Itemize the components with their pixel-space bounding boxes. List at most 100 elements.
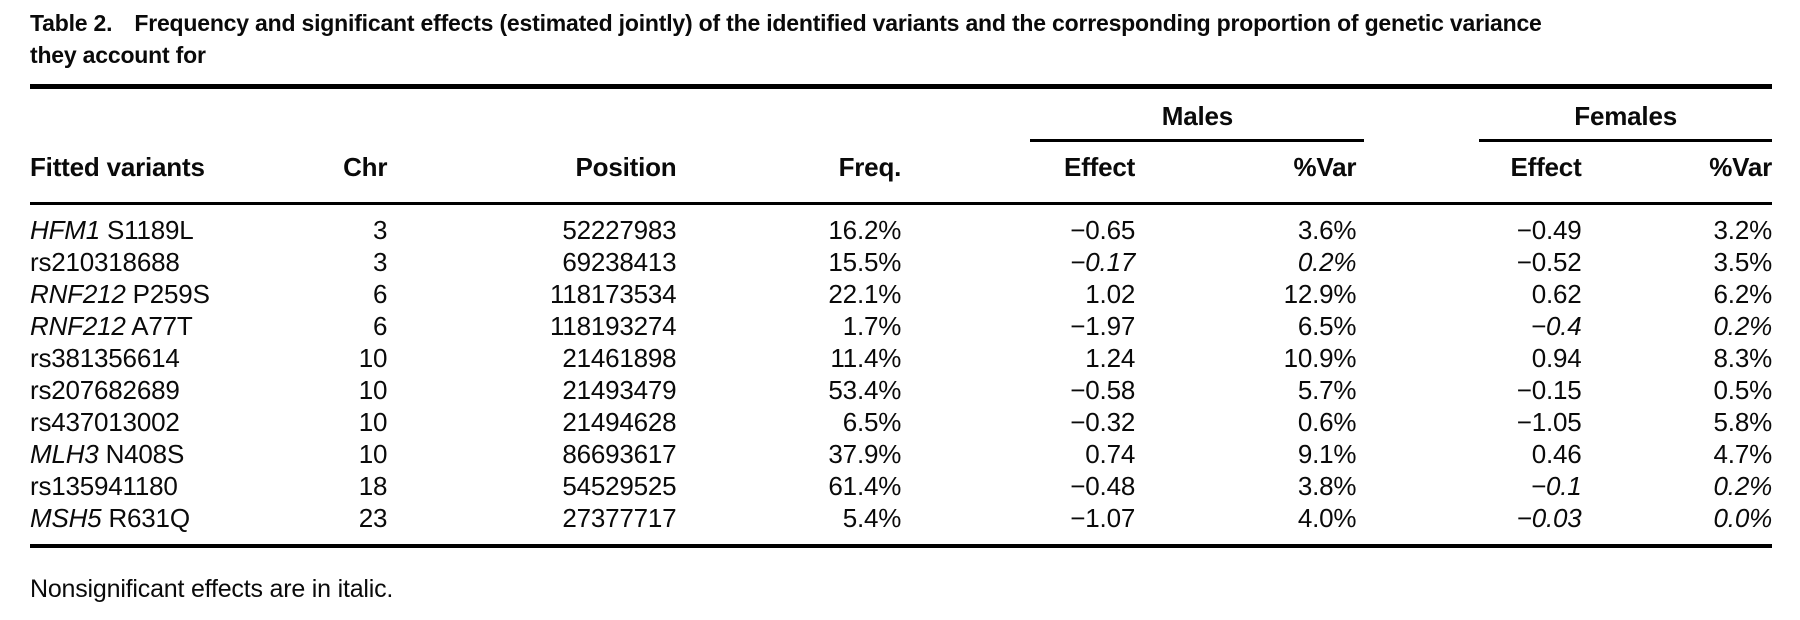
cell-female-var: 4.7% (1713, 439, 1773, 469)
table-number-label: Table 2. (30, 10, 113, 36)
cell-male-var: 3.8% (1297, 471, 1357, 501)
cell-position: 118193274 (550, 311, 677, 341)
table-row: rs207682689 10 21493479 53.4% −0.58 5.7% −0.15… (30, 374, 1772, 406)
cell-freq: 22.1% (828, 279, 902, 309)
table-row: rs381356614 10 21461898 11.4% 1.24 10.9% 0.94 8… (30, 342, 1772, 374)
table-row: rs135941180 18 54529525 61.4% −0.48 3.8% −0.1 0… (30, 470, 1772, 502)
caption-text: Frequency and significant effects (estim… (134, 10, 1542, 36)
cell-gap (1364, 310, 1479, 342)
cell-male-var: 3.6% (1297, 215, 1357, 245)
cell-chr: 23 (358, 503, 388, 533)
cell-female-var: 0.2% (1713, 311, 1773, 341)
cell-freq: 53.4% (828, 375, 902, 405)
col-header-freq: Freq. (688, 142, 914, 205)
cell-gap (1364, 502, 1479, 546)
table-row: MLH3 N408S 10 86693617 37.9% 0.74 9.1% 0.46 4.7… (30, 438, 1772, 470)
col-header-chr: Chr (329, 142, 400, 205)
table-row: RNF212 A77T 6 118193274 1.7% −1.97 6.5% −0.4 0.… (30, 310, 1772, 342)
gene-symbol: RNF212 (30, 279, 126, 309)
col-header-male-var: %Var (1143, 142, 1365, 205)
cell-male-var: 10.9% (1283, 343, 1357, 373)
cell-chr: 10 (358, 407, 388, 437)
col-header-position: Position (399, 142, 689, 205)
cell-male-effect: −1.07 (1070, 503, 1136, 533)
cell-female-effect: −0.49 (1516, 215, 1582, 245)
group-header-spacer (30, 87, 913, 143)
cell-female-effect: −1.05 (1516, 407, 1582, 437)
cell-chr: 18 (358, 471, 388, 501)
cell-position: 52227983 (562, 215, 677, 245)
gene-symbol: MSH5 (30, 503, 102, 533)
cell-variant: rs437013002 (30, 407, 180, 437)
gene-symbol: RNF212 (30, 311, 126, 341)
cell-position: 21493479 (562, 375, 677, 405)
cell-male-effect: 1.24 (1085, 343, 1136, 373)
cell-variant: rs210318688 (30, 247, 180, 277)
cell-gap (1364, 438, 1479, 470)
males-label: Males (1161, 101, 1234, 131)
cell-female-effect: −0.03 (1516, 503, 1582, 533)
cell-gap (1364, 246, 1479, 278)
cell-chr: 6 (373, 311, 388, 341)
cell-gap (1364, 374, 1479, 406)
cell-variant: HFM1 S1189L (30, 215, 194, 245)
table-footnote: Nonsignificant effects are in italic. (30, 575, 394, 603)
cell-female-var: 0.5% (1713, 375, 1773, 405)
group-header-row: Males Females (30, 87, 1772, 143)
table-row: RNF212 P259S 6 118173534 22.1% 1.02 12.9% 0.62… (30, 278, 1772, 310)
cell-freq: 37.9% (828, 439, 902, 469)
col-header-gap (1364, 142, 1480, 205)
females-label: Females (1574, 101, 1677, 131)
cell-variant: RNF212 A77T (30, 311, 193, 341)
group-gap (1364, 87, 1479, 143)
cell-gap (1364, 406, 1479, 438)
gene-symbol: MLH3 (30, 439, 99, 469)
cell-male-var: 0.6% (1297, 407, 1357, 437)
cell-gap (1364, 470, 1479, 502)
cell-male-var: 12.9% (1283, 279, 1357, 309)
cell-variant: MLH3 N408S (30, 439, 185, 469)
cell-position: 69238413 (562, 247, 677, 277)
cell-male-var: 0.2% (1297, 247, 1357, 277)
cell-variant: rs207682689 (30, 375, 180, 405)
table-body: HFM1 S1189L 3 52227983 16.2% −0.65 3.6% −0.49 3… (30, 204, 1772, 547)
cell-position: 118173534 (550, 279, 677, 309)
cell-gap (1364, 278, 1479, 310)
cell-chr: 3 (373, 215, 388, 245)
cell-female-var: 0.2% (1713, 471, 1773, 501)
table-row: MSH5 R631Q 23 27377717 5.4% −1.07 4.0% −0.03 0.… (30, 502, 1772, 546)
cell-chr: 10 (358, 375, 388, 405)
cell-variant: rs381356614 (30, 343, 180, 373)
cell-male-effect: −0.65 (1070, 215, 1136, 245)
table-caption: Table 2. Frequency and significant effect… (30, 7, 1772, 71)
caption-line-1: Table 2. Frequency and significant effect… (30, 7, 1772, 39)
cell-chr: 6 (373, 279, 388, 309)
column-header-row: Fitted variants Chr Position Freq. Effec… (30, 142, 1772, 205)
cell-female-var: 3.5% (1713, 247, 1773, 277)
females-spanner-rule: Females (1479, 101, 1772, 142)
cell-female-effect: 0.46 (1531, 439, 1582, 469)
group-header-females: Females (1479, 87, 1772, 142)
group-header-males: Males (913, 87, 1365, 142)
cell-male-effect: −1.97 (1070, 311, 1136, 341)
col-header-female-effect: Effect (1479, 142, 1586, 205)
variants-table: Males Females Fitted variants Chr Positi… (30, 84, 1772, 548)
cell-male-effect: 1.02 (1085, 279, 1136, 309)
cell-freq: 16.2% (828, 215, 902, 245)
cell-chr: 10 (358, 439, 388, 469)
cell-female-effect: −0.52 (1516, 247, 1582, 277)
cell-female-effect: 0.94 (1531, 343, 1582, 373)
males-spanner-rule: Males (1030, 101, 1365, 142)
cell-variant: rs135941180 (30, 471, 178, 501)
cell-male-var: 6.5% (1297, 311, 1357, 341)
cell-freq: 5.4% (842, 503, 902, 533)
cell-freq: 6.5% (842, 407, 902, 437)
cell-variant: MSH5 R631Q (30, 503, 190, 533)
cell-female-effect: 0.62 (1531, 279, 1582, 309)
table-row: rs210318688 3 69238413 15.5% −0.17 0.2% −0.52 3… (30, 246, 1772, 278)
col-header-fitted-variants: Fitted variants (30, 142, 330, 205)
cell-position: 21494628 (562, 407, 677, 437)
cell-freq: 15.5% (828, 247, 902, 277)
cell-chr: 10 (358, 343, 388, 373)
cell-position: 86693617 (562, 439, 677, 469)
